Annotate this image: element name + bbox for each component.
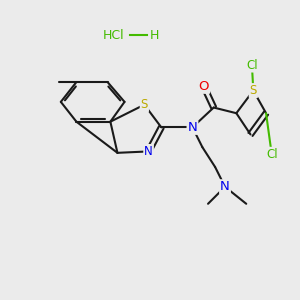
Text: Cl: Cl bbox=[246, 58, 258, 72]
Text: Cl: Cl bbox=[266, 148, 278, 161]
Text: N: N bbox=[188, 121, 197, 134]
Text: H: H bbox=[150, 29, 159, 42]
Text: O: O bbox=[199, 80, 209, 93]
Text: S: S bbox=[141, 98, 148, 111]
Text: N: N bbox=[220, 180, 230, 193]
Text: HCl: HCl bbox=[102, 29, 124, 42]
Text: N: N bbox=[144, 145, 153, 158]
Text: S: S bbox=[250, 84, 257, 97]
